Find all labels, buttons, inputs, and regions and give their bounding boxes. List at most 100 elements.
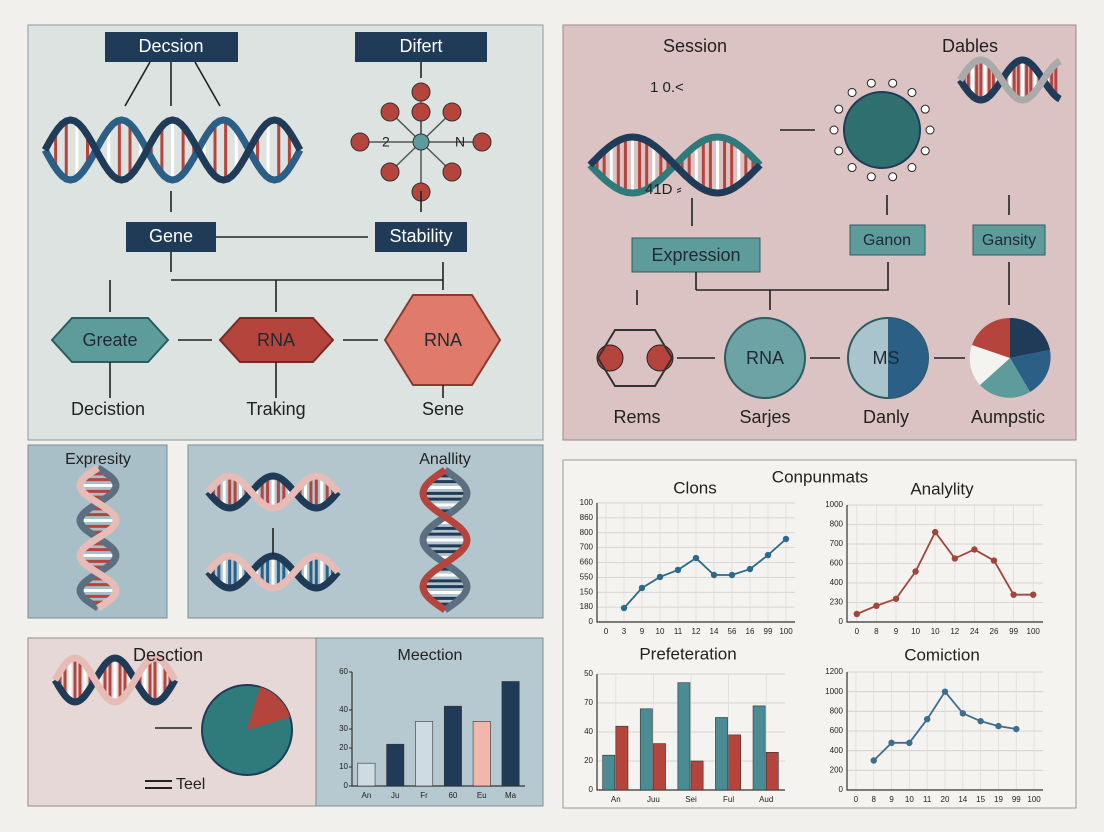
y-tick-label: 180 <box>580 602 594 611</box>
bar <box>728 734 742 791</box>
x-tick-label: 99 <box>1009 627 1018 636</box>
circle-label: RNA <box>746 348 784 368</box>
spike <box>834 146 844 156</box>
hexagon <box>218 317 335 363</box>
spike <box>866 172 876 182</box>
bar <box>386 743 405 787</box>
point <box>892 595 900 602</box>
box-label: Difert <box>399 36 442 56</box>
x-tick-label: 3 <box>622 627 627 636</box>
legend-swatch <box>145 780 172 789</box>
x-tick-label: 20 <box>941 795 950 804</box>
x-tick-label: 11 <box>674 627 683 636</box>
bar <box>765 751 779 791</box>
panel-title: Anallity <box>419 451 471 468</box>
axis <box>596 503 795 623</box>
x-tick-label: 16 <box>746 627 755 636</box>
point <box>710 571 718 579</box>
y-tick-label: 0 <box>589 785 594 794</box>
bar <box>690 760 704 791</box>
bar <box>715 717 728 791</box>
box-label: Ganon <box>863 232 911 249</box>
x-tick-label: 99 <box>764 627 773 636</box>
decorations <box>41 56 1062 706</box>
spike <box>920 146 930 156</box>
point <box>941 688 949 695</box>
spike <box>888 78 898 88</box>
box <box>375 222 467 252</box>
box <box>126 222 216 252</box>
helix-strand <box>205 472 341 512</box>
spike <box>907 163 917 173</box>
point <box>951 555 958 562</box>
box <box>355 32 487 62</box>
x-tick-label: 10 <box>911 627 920 636</box>
x-tick-label: 60 <box>448 791 457 800</box>
box-label: Gene <box>149 226 193 246</box>
x-tick-label: 99 <box>1012 795 1021 804</box>
x-tick-label: 26 <box>990 627 999 636</box>
y-tick-label: 400 <box>830 578 844 587</box>
atom <box>442 102 462 122</box>
wedge <box>247 687 290 730</box>
point <box>971 546 978 553</box>
point <box>638 584 646 592</box>
y-tick-label: 50 <box>584 669 593 678</box>
y-tick-label: 860 <box>580 513 594 522</box>
bar <box>639 708 653 791</box>
helix-strand <box>205 472 341 512</box>
bar <box>357 762 376 787</box>
atom <box>412 133 430 151</box>
network-label: 2 <box>382 134 390 150</box>
x-tick-label: Ma <box>505 791 517 800</box>
y-tick-label: 800 <box>830 520 844 529</box>
annotation: 1 0.< <box>650 79 684 96</box>
title: Session <box>663 36 727 56</box>
y-tick-label: 100 <box>580 498 594 507</box>
y-tick-label: 10 <box>339 762 348 771</box>
y-tick-label: 0 <box>344 781 349 790</box>
y-tick-label: 600 <box>830 559 844 568</box>
x-tick-label: Juu <box>647 795 660 804</box>
atom <box>596 344 624 372</box>
x-tick-label: 0 <box>604 627 609 636</box>
y-tick-label: 550 <box>580 572 594 581</box>
bar <box>677 682 691 791</box>
point <box>959 710 967 717</box>
point <box>620 604 628 612</box>
point <box>692 554 700 562</box>
x-tick-label: 14 <box>710 627 719 636</box>
y-tick-label: 1200 <box>825 667 843 676</box>
helix-strand <box>419 467 471 613</box>
box <box>849 224 926 256</box>
wedge <box>1010 317 1050 358</box>
y-tick-label: 700 <box>580 543 594 552</box>
x-tick-label: 11 <box>923 795 932 804</box>
point <box>746 565 754 573</box>
point <box>906 739 913 746</box>
atom <box>411 102 431 122</box>
bar <box>653 743 666 791</box>
chart-title: Prefeteration <box>639 644 736 663</box>
point <box>923 716 931 723</box>
chart-title: Analylity <box>910 479 974 498</box>
legend-label: Teel <box>176 776 205 793</box>
y-tick-label: 0 <box>839 785 844 794</box>
line <box>623 538 787 609</box>
chart-title: Meection <box>398 647 463 664</box>
x-tick-label: 100 <box>1027 627 1041 636</box>
point <box>1013 725 1020 733</box>
spike <box>888 172 898 182</box>
x-tick-label: Sei <box>685 795 697 804</box>
panel <box>187 444 544 619</box>
y-tick-label: 660 <box>580 558 594 567</box>
shape-label: RNA <box>257 330 295 350</box>
x-tick-label: Fr <box>420 791 428 800</box>
helix-strand <box>51 654 179 706</box>
y-tick-label: 20 <box>339 743 348 752</box>
label: Aumpstic <box>971 407 1045 427</box>
box <box>972 224 1046 256</box>
y-tick-label: 1000 <box>825 500 843 509</box>
title: Dables <box>942 36 998 56</box>
